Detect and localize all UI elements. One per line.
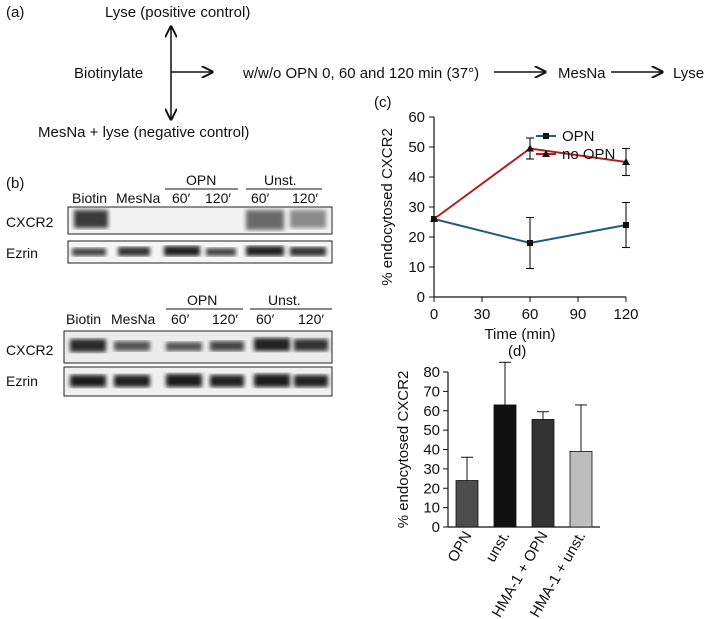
blot2-col-opn-60: 60′ [171,311,190,327]
blot1-col-opn-60: 60′ [172,190,191,206]
blot2-group-unst: Unst. [268,292,301,308]
y-tick-label: 60 [408,109,425,126]
blot1-group-opn: OPN [186,172,217,188]
positive-control-label: Lyse (positive control) [105,4,251,21]
blot2-row-cxcr2: CXCR2 [6,342,54,358]
blot1-image [67,188,333,264]
y-tick-label: 20 [408,229,425,246]
y-tick-label: 0 [417,289,425,306]
y-tick-label: 40 [423,442,440,459]
panel-a-arrows [0,0,709,140]
biotinylate-label: Biotinylate [74,65,144,82]
panel-a-label: (a) [6,4,25,21]
y-tick-label: 80 [423,364,440,381]
blot2-col-mesna: MesNa [111,311,156,327]
blot2-row-ezrin: Ezrin [6,373,38,389]
y-tick-label: 50 [408,139,425,156]
x-axis-label: Time (min) [484,326,555,343]
y-tick-label: 30 [423,461,440,478]
x-tick-label: 120 [613,306,638,323]
x-tick-label: 90 [570,306,587,323]
data-point-triangle [430,215,438,222]
legend-label-opn: OPN [562,128,595,145]
blot2-cxcr2-band-1 [70,339,106,352]
blot2-ezrin-band-4 [210,375,244,387]
blot1-row-ezrin: Ezrin [6,245,38,261]
y-tick-label: 20 [423,480,440,497]
category-label: unst. [482,529,513,566]
treatment-label: w/w/o OPN 0, 60 and 120 min (37°) [243,65,480,82]
blot2-image [63,308,333,397]
blot1-col-biotin: Biotin [72,190,108,206]
blot2-cxcr2-band-5 [254,338,290,351]
legend-label-no-opn: no OPN [562,146,615,163]
blot1-ezrin-band-5 [246,246,284,256]
mesna-label: MesNa [558,65,606,82]
blot2-ezrin-band-1 [70,375,106,387]
bar [493,404,517,528]
blot1-col-unst-120: 120′ [292,190,318,206]
blot2-cxcr2-band-6 [294,339,328,351]
blot1-group-unst: Unst. [264,172,297,188]
data-point-square [623,222,629,228]
blot2-col-biotin: Biotin [66,311,102,327]
y-axis-label: % endocytosed CXCR2 [395,371,412,529]
y-tick-label: 30 [408,199,425,216]
lyse-label: Lyse [673,65,705,82]
blot2-col-opn-120: 120′ [212,311,238,327]
blot1-row-cxcr2: CXCR2 [6,214,54,230]
y-axis-label: % endocytosed CXCR2 [379,128,396,286]
blot1-cxcr2-band-biotin [74,210,108,228]
panel-c-label: (c) [374,94,392,111]
bar [531,419,555,528]
data-point-triangle [526,144,534,152]
bar [569,451,593,528]
blot2-ezrin-band-6 [294,375,328,387]
blot1-col-opn-120: 120′ [205,190,231,206]
blot2-col-unst-120: 120′ [298,311,324,327]
blot2-ezrin-band-2 [114,375,150,387]
panel-d-label: (d) [508,343,527,360]
blot2-col-unst-60: 60′ [256,311,275,327]
y-tick-label: 50 [423,422,440,439]
y-tick-label: 0 [432,519,440,536]
blot1-col-mesna: MesNa [116,190,161,206]
panel-b-label: (b) [6,175,25,192]
blot2-ezrin-band-3 [166,374,202,387]
blot2-cxcr2-band-3 [166,342,202,351]
legend-marker [542,150,550,157]
y-tick-label: 70 [423,383,440,400]
blot1-col-unst-60: 60′ [251,190,270,206]
category-label: OPN [444,529,475,566]
bar [455,480,479,528]
blot1-cxcr2-band-unst120 [290,210,326,228]
blot2-cxcr2-band-2 [114,341,150,351]
blot1-ezrin-band-2 [118,247,150,256]
y-tick-label: 60 [423,403,440,420]
blot1-ezrin-band-3 [164,246,200,256]
blot1-ezrin-band-4 [206,248,236,256]
blot2-group-opn: OPN [187,292,218,308]
y-tick-label: 10 [408,259,425,276]
blot2-ezrin-band-5 [254,374,290,387]
legend-marker [543,133,549,139]
blot2-cxcr2-band-4 [210,341,244,351]
blot1-cxcr2-strip [67,206,333,235]
data-point-square [527,240,533,246]
data-point-triangle [622,158,630,165]
x-tick-label: 30 [474,306,491,323]
y-tick-label: 40 [408,169,425,186]
x-tick-label: 60 [522,306,539,323]
x-tick-label: 0 [430,306,438,323]
y-tick-label: 10 [423,500,440,517]
blot1-ezrin-band-6 [290,247,326,256]
blot1-ezrin-band-1 [72,248,106,256]
negative-control-label: MesNa + lyse (negative control) [38,124,250,141]
blot1-cxcr2-band-unst60 [246,210,284,230]
